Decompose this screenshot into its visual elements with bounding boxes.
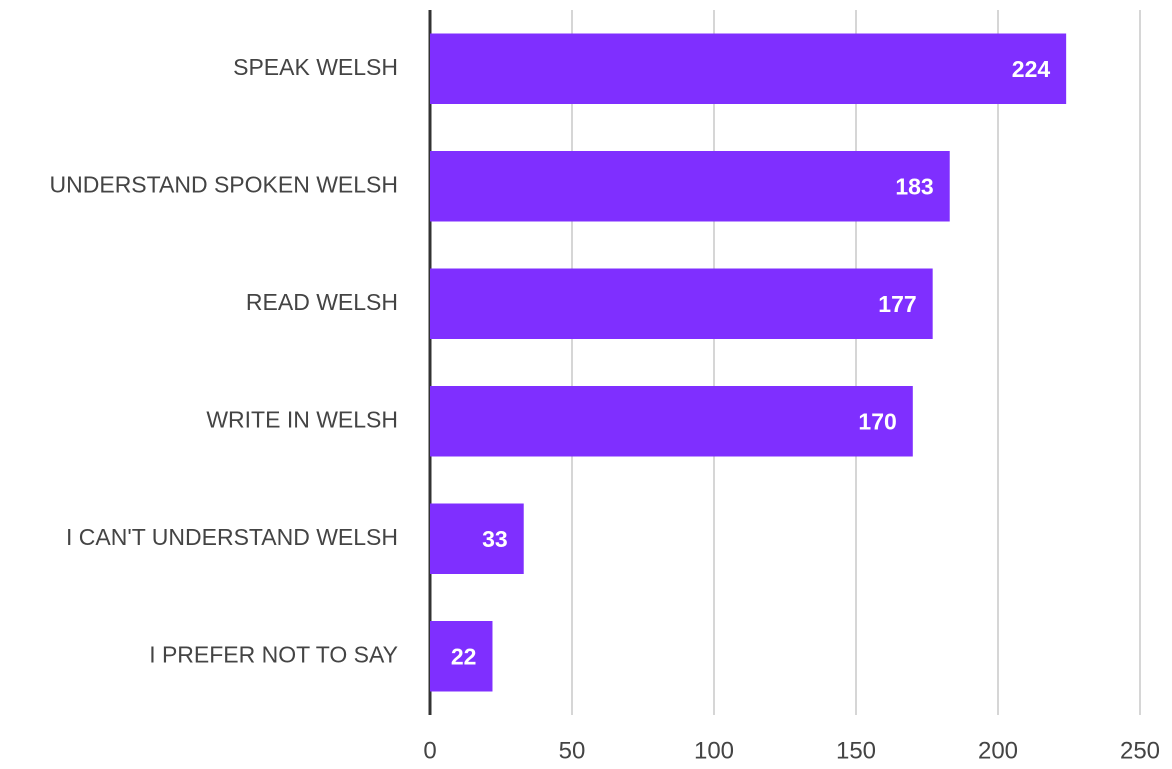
y-tick-label: WRITE IN WELSH: [206, 406, 398, 432]
data-label: 33: [482, 526, 508, 552]
x-tick-label: 150: [836, 737, 876, 764]
y-tick-label: I PREFER NOT TO SAY: [149, 641, 398, 667]
y-tick-label: SPEAK WELSH: [233, 54, 398, 80]
x-tick-label: 50: [559, 737, 586, 764]
bar: [430, 386, 913, 457]
data-label: 183: [895, 173, 933, 199]
data-label: 224: [1012, 56, 1051, 82]
data-label: 22: [451, 643, 477, 669]
x-tick-label: 0: [423, 737, 436, 764]
y-tick-label: READ WELSH: [246, 289, 398, 315]
y-tick-label: I CAN'T UNDERSTAND WELSH: [66, 524, 398, 550]
x-tick-label: 100: [694, 737, 734, 764]
bar: [430, 621, 493, 692]
bar: [430, 33, 1067, 104]
bar: [430, 268, 933, 339]
bar: [430, 503, 524, 574]
data-label: 170: [858, 408, 896, 434]
data-label: 177: [878, 291, 916, 317]
bar: [430, 151, 950, 222]
y-tick-label: UNDERSTAND SPOKEN WELSH: [50, 171, 398, 197]
x-tick-label: 200: [978, 737, 1018, 764]
x-tick-label: 250: [1120, 737, 1160, 764]
